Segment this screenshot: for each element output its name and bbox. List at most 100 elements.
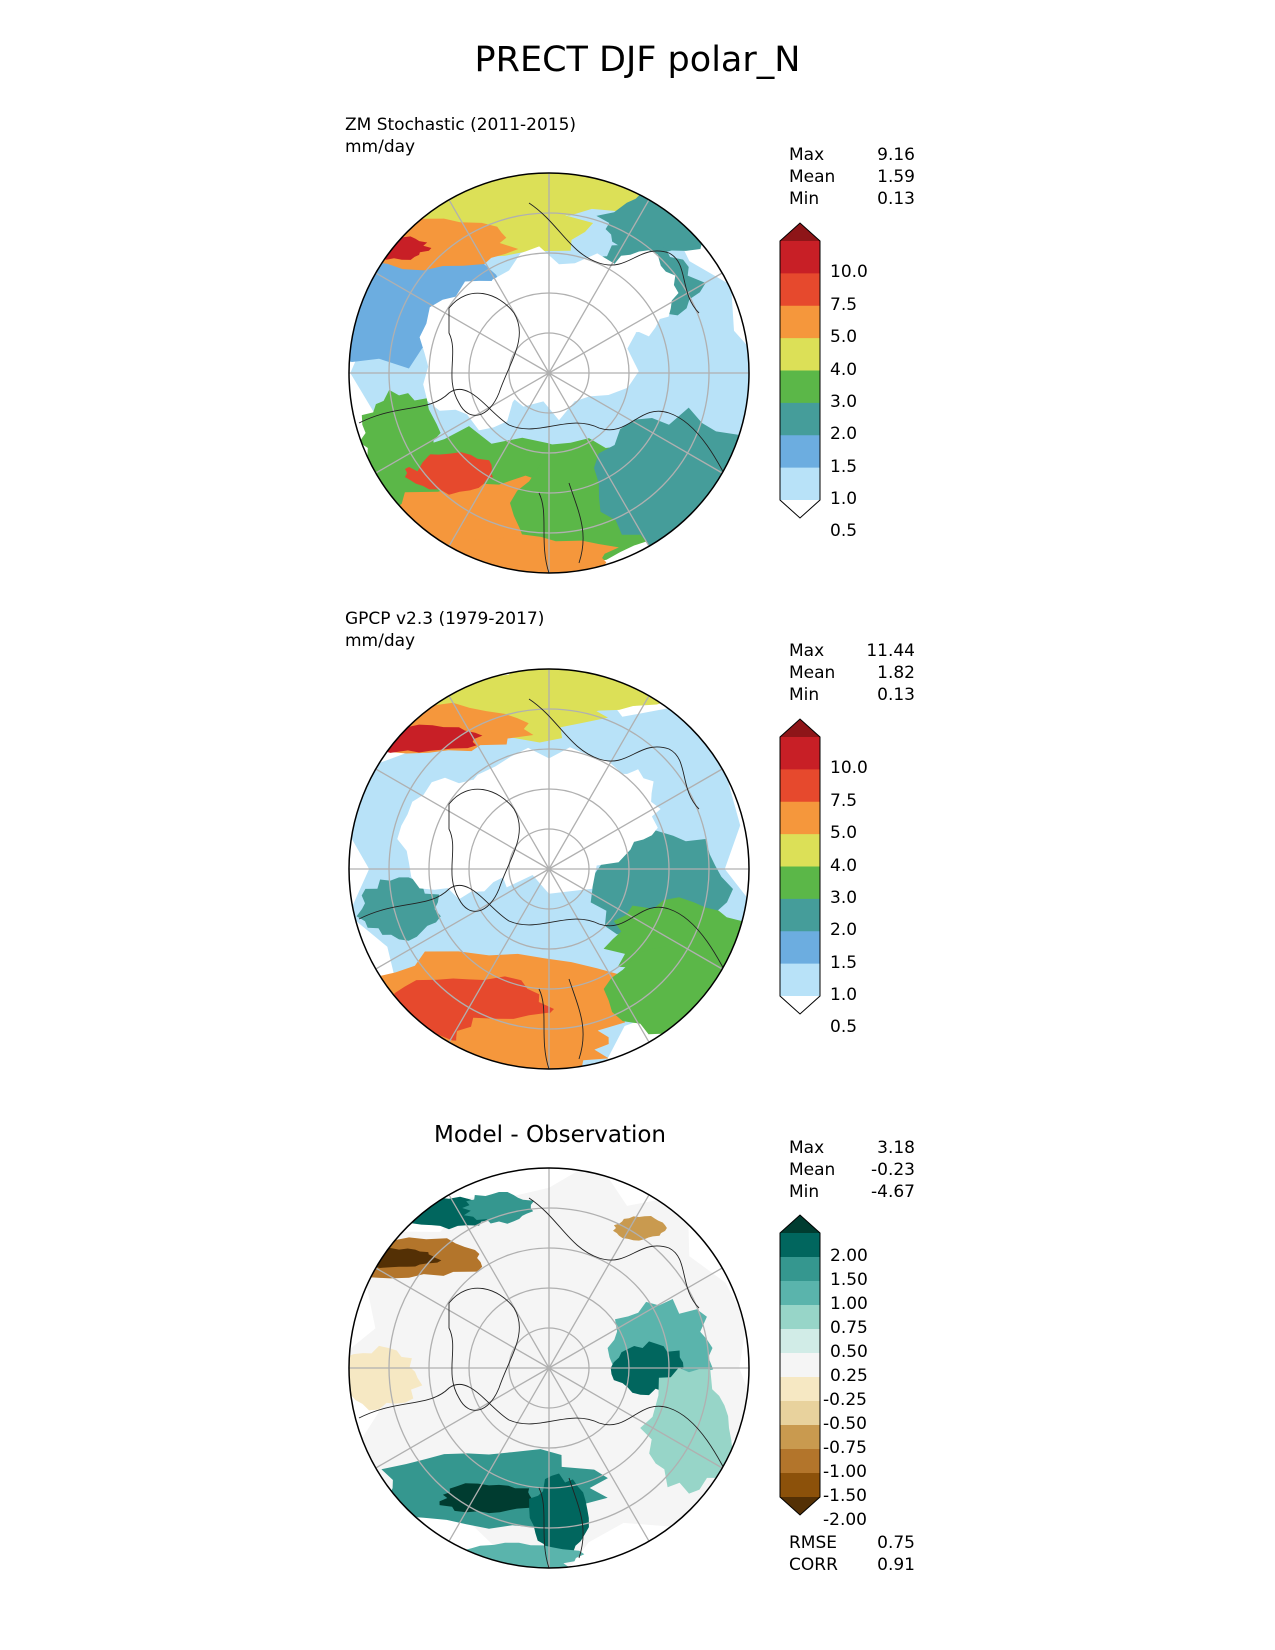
- panel-2-stats: Max 11.44 Mean 1.82 Min 0.13: [789, 640, 915, 706]
- colorbar-swatch: [780, 737, 820, 770]
- panel-1-stats: Max 9.16 Mean 1.59 Min 0.13: [789, 144, 915, 210]
- stat-min: Min 0.13: [789, 685, 915, 705]
- north-america-coast: [528, 202, 700, 314]
- map-boundary: [348, 668, 750, 1070]
- colorbar-tick-label: 0.25: [830, 1366, 868, 1386]
- europe-coast: [538, 978, 584, 1069]
- colorbar-swatch: [780, 241, 820, 274]
- colorbar-swatch: [780, 1377, 820, 1402]
- meridian-line: [448, 199, 550, 374]
- meridian-line: [548, 372, 650, 547]
- europe-coast: [538, 1477, 584, 1568]
- colorbar-extend-max: [780, 223, 820, 241]
- colorbar-swatch: [780, 1473, 820, 1498]
- colorbar-tick-label: 1.00: [830, 1294, 868, 1314]
- meridian-line: [548, 1367, 723, 1469]
- colorbar-swatch: [780, 866, 820, 900]
- panel-3-title: Model - Observation: [433, 1122, 667, 1148]
- north-america-coast: [528, 1197, 700, 1309]
- colorbar-tick-label: -2.00: [823, 1510, 867, 1530]
- contour-region: [640, 1367, 733, 1494]
- colorbar-extend-max: [780, 719, 820, 737]
- colorbar-tick-label: 3.0: [830, 391, 858, 412]
- colorbar-tick-label: 1.50: [830, 1270, 868, 1290]
- colorbar-tick-label: -1.00: [823, 1462, 867, 1482]
- colorbar-swatch: [780, 370, 820, 404]
- stat-mean: Mean 1.82: [789, 663, 915, 683]
- colorbar-swatch: [780, 1329, 820, 1354]
- panel-2-map: [348, 668, 750, 1070]
- panel-1-colorbar: [779, 222, 821, 519]
- colorbar-swatch: [780, 898, 820, 932]
- meridian-line: [448, 372, 550, 547]
- metric-corr: CORR 0.91: [789, 1555, 915, 1575]
- colorbar-swatch: [780, 435, 820, 469]
- colorbar-tick-label: 1.0: [830, 489, 858, 509]
- meridian-line: [375, 372, 550, 474]
- colorbar-swatch: [780, 963, 820, 997]
- greenland-coast: [448, 292, 520, 416]
- colorbar-swatch: [780, 1305, 820, 1330]
- meridian-line: [375, 868, 550, 970]
- stat-mean: Mean 1.59: [789, 167, 915, 187]
- contour-region: [462, 1192, 535, 1224]
- colorbar-swatch: [780, 338, 820, 371]
- colorbar-extend-min: [780, 500, 820, 518]
- colorbar-outline: [779, 1214, 821, 1516]
- contour-region: [439, 1483, 540, 1514]
- stat-min: Min 0.13: [789, 189, 915, 209]
- colorbar-swatch: [780, 1425, 820, 1450]
- figure-title: PRECT DJF polar_N: [474, 40, 801, 80]
- panel-1-units: mm/day: [345, 137, 416, 157]
- colorbar-swatch: [780, 1233, 820, 1258]
- panel-1-title: ZM Stochastic (2011-2015) mm/day: [345, 114, 576, 158]
- meridian-line: [548, 1267, 723, 1369]
- panel-2-units: mm/day: [345, 631, 416, 651]
- colorbar-swatch: [780, 402, 820, 436]
- map-boundary: [348, 1167, 750, 1569]
- map-field: [349, 1168, 749, 1568]
- meridian-line: [375, 272, 550, 374]
- meridian-line: [375, 1367, 550, 1469]
- colorbar-swatch: [780, 1449, 820, 1474]
- meridian-line: [548, 1194, 650, 1369]
- colorbar-outline: [779, 222, 821, 519]
- colorbar-tick-label: -1.50: [823, 1486, 867, 1506]
- graticule: [349, 1168, 749, 1568]
- colorbar-tick-label: 2.0: [830, 920, 858, 941]
- colorbar-tick-label: 0.50: [830, 1342, 868, 1362]
- stat-min: Min -4.67: [789, 1182, 915, 1202]
- colorbar-tick-label: 2.00: [830, 1246, 868, 1266]
- contour-region: [579, 769, 661, 852]
- meridian-line: [375, 1267, 550, 1369]
- coastlines: [358, 202, 735, 573]
- europe-coast: [538, 482, 584, 573]
- meridian-line: [548, 695, 650, 870]
- eurasia-coast: [358, 884, 735, 990]
- colorbar-tick-label: 4.0: [830, 359, 858, 380]
- contour-region: [419, 280, 542, 431]
- north-america-coast: [528, 698, 700, 810]
- colorbar-tick-label: -0.25: [823, 1390, 867, 1410]
- colorbar-tick-label: 0.5: [830, 521, 858, 542]
- panel-3-colorbar: [779, 1214, 821, 1516]
- stat-max: Max 3.18: [789, 1138, 915, 1158]
- meridian-line: [548, 272, 723, 374]
- colorbar-tick-label: -0.50: [823, 1414, 867, 1434]
- colorbar-tick-label: 7.5: [830, 294, 858, 315]
- colorbar-tick-label: 0.5: [830, 1017, 858, 1038]
- colorbar-tick-label: 5.0: [830, 823, 858, 844]
- metric-rmse: RMSE 0.75: [789, 1533, 915, 1553]
- meridian-line: [448, 695, 550, 870]
- colorbar-tick-label: 4.0: [830, 855, 858, 876]
- panel-2-colorbar: [779, 718, 821, 1015]
- panel-3-map: [348, 1167, 750, 1569]
- panel-3-metrics: RMSE 0.75 CORR 0.91: [789, 1532, 915, 1576]
- colorbar-extend-min: [780, 996, 820, 1014]
- colorbar-tick-label: 1.5: [830, 456, 858, 477]
- panel-3-stats: Max 3.18 Mean -0.23 Min -4.67: [789, 1137, 915, 1203]
- contour-region: [356, 877, 441, 941]
- colorbar-swatch: [780, 931, 820, 965]
- panel-1-map: [348, 172, 750, 574]
- colorbar-tick-label: 7.5: [830, 790, 858, 811]
